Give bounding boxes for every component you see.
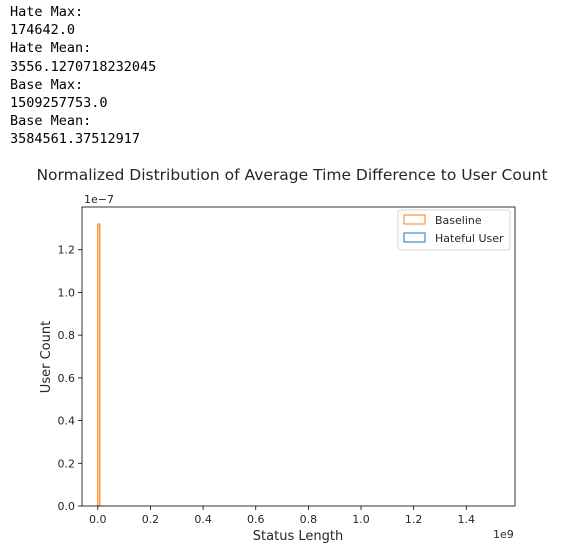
output-line: Base Max:: [10, 76, 84, 93]
x-tick-label: 0.6: [247, 513, 265, 526]
output-line: 174642.0: [10, 22, 76, 39]
x-tick-label: 0.8: [300, 513, 318, 526]
legend-swatch-hateful-user: [403, 232, 426, 243]
y-tick-label: 0.6: [58, 372, 76, 385]
output-line: 3584561.37512917: [10, 131, 141, 148]
plot-frame: [81, 206, 516, 507]
x-tick-label: 0.0: [89, 513, 107, 526]
output-line: 1509257753.0: [10, 95, 108, 112]
output-line: Base Mean:: [10, 113, 92, 130]
y-tick-label: 0.2: [58, 457, 76, 470]
x-tick-label: 0.2: [142, 513, 160, 526]
y-axis-label: User Count: [39, 321, 54, 393]
legend-label-hateful-user: Hateful User: [435, 232, 504, 245]
y-tick-label: 1.2: [58, 244, 76, 257]
y-ticks: 0.0 0.2 0.4 0.6 0.8 1.0 1.2: [58, 244, 82, 513]
x-tick-label: 1.4: [458, 513, 476, 526]
y-tick-label: 1.0: [58, 286, 76, 299]
legend: Baseline Hateful User: [397, 209, 511, 251]
histogram-step-baseline: [97, 223, 101, 506]
output-line: Hate Mean:: [10, 40, 92, 57]
x-offset-label: 1e9: [493, 528, 514, 541]
output-line: 3556.1270718232045: [10, 58, 157, 75]
cell-output: Hate Max: 174642.0 Hate Mean: 3556.12707182…: [10, 3, 156, 149]
x-tick-label: 1.0: [352, 513, 370, 526]
output-line: Hate Max:: [10, 4, 84, 20]
legend-swatch-baseline: [403, 214, 426, 225]
legend-label-baseline: Baseline: [435, 214, 482, 227]
x-tick-label: 1.2: [405, 513, 423, 526]
chart-title: Normalized Distribution of Average Time …: [36, 166, 547, 184]
y-offset-label: 1e−7: [84, 193, 114, 206]
y-tick-label: 0.4: [58, 415, 76, 428]
legend-box: [397, 209, 511, 251]
plot-series: [97, 223, 101, 507]
x-axis-label: Status Length: [253, 529, 343, 544]
x-ticks: 0.0 0.2 0.4 0.6 0.8 1.0 1.2 1.4: [89, 506, 475, 526]
y-tick-label: 0.8: [58, 329, 76, 342]
y-tick-label: 0.0: [58, 500, 76, 513]
x-tick-label: 0.4: [194, 513, 212, 526]
